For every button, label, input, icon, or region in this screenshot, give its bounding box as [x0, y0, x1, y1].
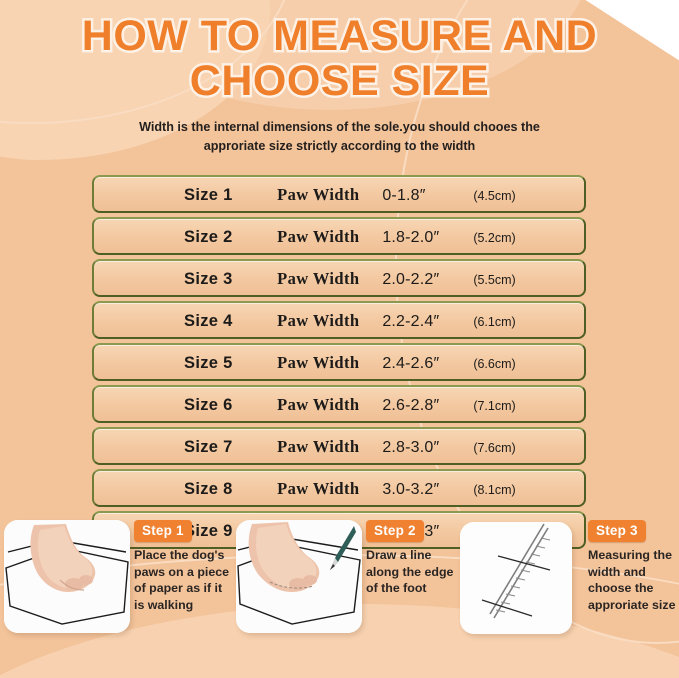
- steps-section: Step 1 Place the dog's paws on a piece o…: [0, 516, 679, 678]
- row-cm-value: (6.1cm): [473, 315, 516, 329]
- step-1-text-block: Step 1 Place the dog's paws on a piece o…: [134, 520, 234, 613]
- row-size-label: Size 8: [184, 480, 233, 498]
- table-row: Size 3 Paw Width 2.0-2.2″ (5.5cm): [92, 259, 586, 297]
- table-row: Size 8 Paw Width 3.0-3.2″ (8.1cm): [92, 469, 586, 507]
- table-row: Size 5 Paw Width 2.4-2.6″ (6.6cm): [92, 343, 586, 381]
- pen-drawing-line-photo: [236, 520, 362, 633]
- row-paw-width-label: Paw Width: [277, 395, 360, 414]
- subtitle-line-2: approriate size strictly according to th…: [203, 139, 476, 153]
- row-inches-value: 2.0-2.2″: [382, 271, 440, 288]
- title-line-1: HOW TO MEASURE AND: [79, 11, 599, 61]
- row-inches-value: 1.8-2.0″: [382, 229, 440, 246]
- subtitle: Width is the internal dimensions of the …: [0, 118, 679, 156]
- page-title: HOW TO MEASURE AND CHOOSE SIZE: [0, 11, 679, 106]
- row-paw-width-label: Paw Width: [277, 269, 360, 288]
- row-cm-value: (7.6cm): [473, 441, 516, 455]
- row-inches-value: 2.2-2.4″: [382, 313, 440, 330]
- row-inches-value: 2.6-2.8″: [382, 397, 440, 414]
- row-inches-value: 0-1.8″: [382, 187, 426, 204]
- row-paw-width-label: Paw Width: [277, 437, 360, 456]
- size-table: Size 1 Paw Width 0-1.8″ (4.5cm) Size 2 P…: [92, 175, 586, 553]
- row-inches-value: 2.4-2.6″: [382, 355, 440, 372]
- table-row: Size 1 Paw Width 0-1.8″ (4.5cm): [92, 175, 586, 213]
- row-inches-value: 2.8-3.0″: [382, 439, 440, 456]
- row-cm-value: (6.6cm): [473, 357, 516, 371]
- table-row: Size 7 Paw Width 2.8-3.0″ (7.6cm): [92, 427, 586, 465]
- row-size-label: Size 4: [184, 312, 233, 330]
- row-cm-value: (7.1cm): [473, 399, 516, 413]
- row-cm-value: (8.1cm): [473, 483, 516, 497]
- paw-on-paper-photo: [4, 520, 130, 633]
- step-2-text-block: Step 2 Draw a line along the edge of the…: [366, 520, 458, 597]
- title-line-2: CHOOSE SIZE: [187, 56, 491, 106]
- row-size-label: Size 3: [184, 270, 233, 288]
- table-row: Size 4 Paw Width 2.2-2.4″ (6.1cm): [92, 301, 586, 339]
- row-paw-width-label: Paw Width: [277, 353, 360, 372]
- step-1-badge: Step 1: [134, 520, 192, 542]
- step-3-text-block: Step 3 Measuring the width and choose th…: [588, 520, 679, 613]
- row-paw-width-label: Paw Width: [277, 185, 360, 204]
- row-size-label: Size 9: [184, 522, 233, 540]
- row-size-label: Size 5: [184, 354, 233, 372]
- row-inches-value: 3.0-3.2″: [382, 481, 440, 498]
- row-size-label: Size 2: [184, 228, 233, 246]
- step-2-description: Draw a line along the edge of the foot: [366, 548, 454, 595]
- table-row: Size 6 Paw Width 2.6-2.8″ (7.1cm): [92, 385, 586, 423]
- row-cm-value: (5.5cm): [473, 273, 516, 287]
- row-size-label: Size 1: [184, 186, 233, 204]
- row-paw-width-label: Paw Width: [277, 227, 360, 246]
- step-3-badge: Step 3: [588, 520, 646, 542]
- step-1-description: Place the dog's paws on a piece of paper…: [134, 548, 230, 612]
- row-paw-width-label: Paw Width: [277, 311, 360, 330]
- step-2-badge: Step 2: [366, 520, 424, 542]
- row-paw-width-label: Paw Width: [277, 479, 360, 498]
- row-cm-value: (5.2cm): [473, 231, 516, 245]
- step-3-description: Measuring the width and choose the appro…: [588, 548, 676, 612]
- row-size-label: Size 6: [184, 396, 233, 414]
- row-size-label: Size 7: [184, 438, 233, 456]
- table-row: Size 2 Paw Width 1.8-2.0″ (5.2cm): [92, 217, 586, 255]
- ruler-measuring-photo: [460, 522, 572, 634]
- subtitle-line-1: Width is the internal dimensions of the …: [139, 120, 540, 134]
- row-cm-value: (4.5cm): [473, 189, 516, 203]
